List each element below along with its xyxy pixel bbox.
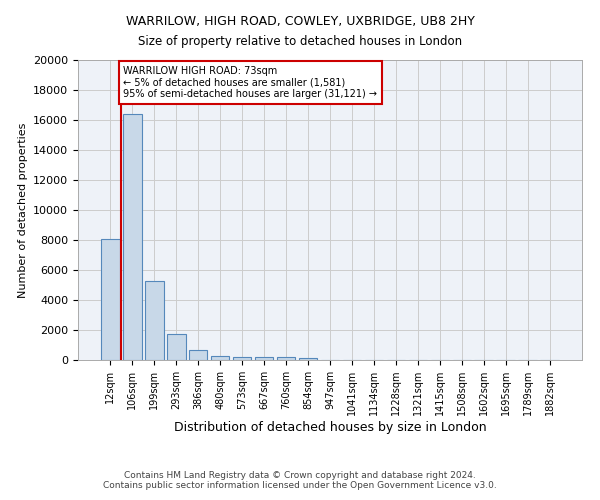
Bar xyxy=(233,356,251,360)
Bar xyxy=(189,350,208,360)
Bar xyxy=(101,238,119,360)
Y-axis label: Number of detached properties: Number of detached properties xyxy=(17,122,28,298)
X-axis label: Distribution of detached houses by size in London: Distribution of detached houses by size … xyxy=(173,421,487,434)
Text: WARRILOW HIGH ROAD: 73sqm
← 5% of detached houses are smaller (1,581)
95% of sem: WARRILOW HIGH ROAD: 73sqm ← 5% of detach… xyxy=(124,66,377,99)
Bar xyxy=(277,358,295,360)
Bar xyxy=(145,280,164,360)
Text: Contains HM Land Registry data © Crown copyright and database right 2024.
Contai: Contains HM Land Registry data © Crown c… xyxy=(103,470,497,490)
Text: WARRILOW, HIGH ROAD, COWLEY, UXBRIDGE, UB8 2HY: WARRILOW, HIGH ROAD, COWLEY, UXBRIDGE, U… xyxy=(125,15,475,28)
Bar xyxy=(123,114,142,360)
Bar xyxy=(167,334,185,360)
Bar xyxy=(211,356,229,360)
Bar xyxy=(255,358,274,360)
Text: Size of property relative to detached houses in London: Size of property relative to detached ho… xyxy=(138,35,462,48)
Bar xyxy=(299,358,317,360)
